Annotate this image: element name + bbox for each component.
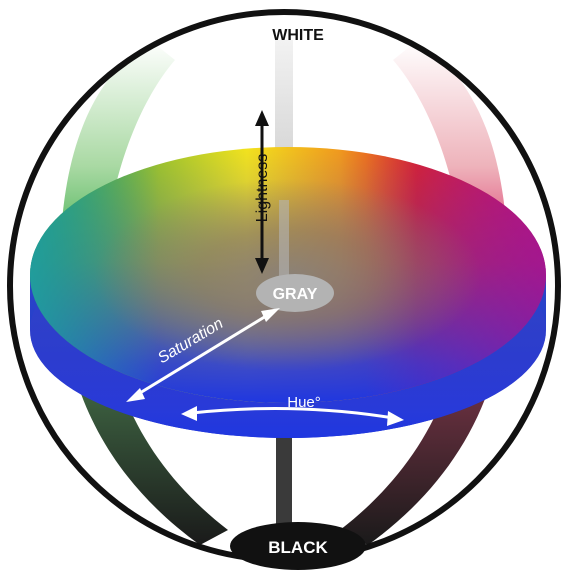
- hue-arrow-icon: [181, 406, 404, 426]
- lightness-arrow-icon: [255, 110, 269, 274]
- gray-label: GRAY: [273, 286, 318, 303]
- black-badge: [230, 522, 366, 570]
- left-band: [60, 40, 228, 545]
- right-band: [340, 40, 508, 545]
- saturation-arrow-icon: [126, 308, 280, 402]
- lightness-axis-lower: [276, 430, 292, 545]
- gray-badge: [256, 274, 334, 312]
- hue-label: Hue°: [287, 394, 321, 411]
- black-label: BLACK: [268, 538, 328, 557]
- white-label: WHITE: [272, 27, 324, 44]
- lightness-label: Lightness: [254, 154, 271, 223]
